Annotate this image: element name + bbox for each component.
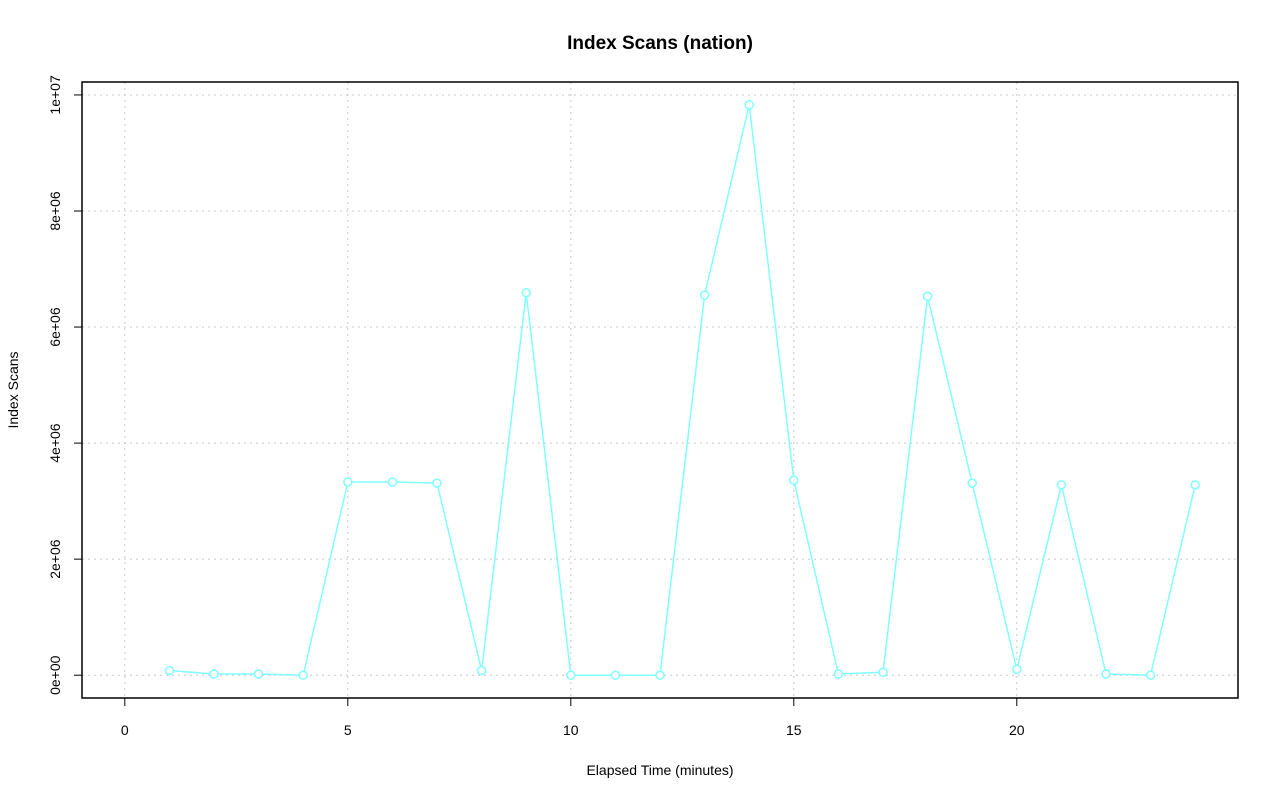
y-axis-label: Index Scans <box>5 351 21 428</box>
x-axis-label: Elapsed Time (minutes) <box>586 762 733 778</box>
data-point <box>610 670 621 680</box>
data-point <box>744 100 754 110</box>
data-point <box>878 667 888 678</box>
data-point <box>164 665 175 676</box>
data-point <box>1101 669 1111 679</box>
data-point <box>432 478 442 488</box>
data-point <box>1190 480 1200 490</box>
x-tick-label: 10 <box>563 722 579 738</box>
plot-frame <box>81 81 1239 699</box>
y-tick-label: 1e+07 <box>47 75 63 115</box>
y-tick-label: 4e+06 <box>47 423 63 463</box>
data-point <box>253 669 264 679</box>
data-point <box>833 669 844 679</box>
data-point <box>566 670 576 680</box>
data-point <box>655 670 665 680</box>
chart-title: Index Scans (nation) <box>567 33 753 54</box>
y-tick-label: 8e+06 <box>47 191 63 231</box>
x-tick-label: 20 <box>1009 722 1025 738</box>
data-point <box>209 669 219 679</box>
y-tick-label: 6e+06 <box>47 307 63 347</box>
data-point <box>1056 480 1067 490</box>
y-tick-label: 0e+00 <box>47 655 63 695</box>
y-tick-label: 2e+06 <box>47 539 63 579</box>
data-point <box>967 478 977 488</box>
data-point <box>922 291 933 302</box>
data-point <box>476 665 487 676</box>
data-point <box>699 290 710 300</box>
data-line <box>169 104 1196 676</box>
data-point <box>343 477 353 487</box>
data-point <box>521 288 531 298</box>
data-point <box>1012 664 1022 675</box>
data-point <box>387 477 398 487</box>
data-point <box>1145 670 1156 680</box>
x-tick-label: 5 <box>344 722 352 738</box>
data-point <box>789 475 799 485</box>
x-tick-label: 15 <box>786 722 802 738</box>
x-tick-label: 0 <box>121 722 129 738</box>
data-point <box>298 670 308 680</box>
